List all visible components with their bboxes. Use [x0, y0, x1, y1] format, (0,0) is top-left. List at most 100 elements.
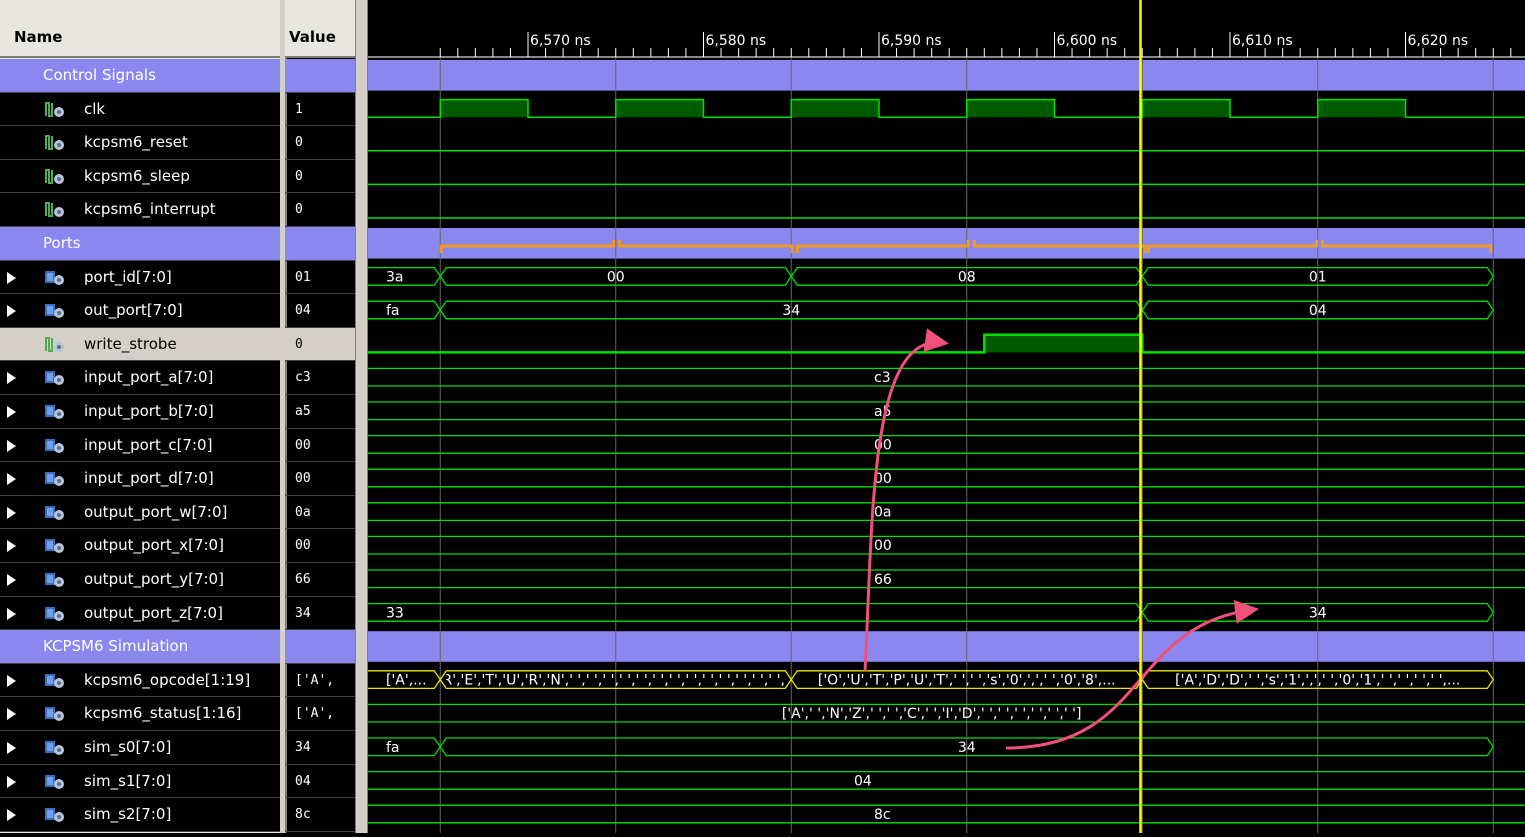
bus-signal-icon [44, 469, 66, 487]
logic-signal-icon [44, 167, 66, 185]
group-control-signals[interactable]: Control Signals [0, 59, 280, 92]
expand-arrow-icon[interactable] [7, 506, 16, 519]
value-column-header[interactable]: Value [285, 0, 355, 58]
value-cell-input-port-c-7-0: 00 [285, 429, 355, 462]
signal-row-output-port-w-7-0[interactable]: output_port_w[7:0] [0, 495, 280, 529]
value-cell-kcpsm6-simulation [285, 630, 355, 664]
column-splitter[interactable] [280, 0, 285, 833]
bus-value: 00 [874, 538, 892, 554]
time-label: 6,620 ns [1408, 33, 1469, 49]
expand-arrow-icon[interactable] [7, 809, 16, 822]
clk-high-fill [615, 99, 704, 118]
signal-row-kcpsm6-interrupt[interactable]: kcpsm6_interrupt [0, 193, 280, 227]
clk-high-fill [966, 99, 1055, 118]
waveform-panel[interactable]: 6,570 ns 6,580 ns 6,590 ns 6,600 ns 6,610 ns… [368, 0, 1525, 833]
row-divider [0, 293, 280, 295]
signal-value: 66 [295, 572, 311, 587]
annotation-arrow-to-strobe [863, 328, 949, 671]
expand-arrow-icon[interactable] [7, 271, 16, 284]
signal-value: 8c [295, 807, 311, 823]
signal-row-clk[interactable]: clk [0, 92, 280, 126]
signal-value: 0 [295, 135, 303, 151]
wave-group-bar [368, 60, 1525, 91]
signal-row-kcpsm6-status-1-16[interactable]: kcpsm6_status[1:16] [0, 697, 280, 731]
expand-arrow-icon[interactable] [7, 607, 16, 620]
expand-arrow-icon[interactable] [7, 406, 16, 418]
bus-signal-icon [44, 671, 66, 689]
row-divider [0, 158, 280, 160]
signal-row-output-port-y-7-0[interactable]: output_port_y[7:0] [0, 563, 280, 596]
value-cell-output-port-x-7-0: 00 [285, 529, 355, 562]
signal-row-output-port-z-7-0[interactable]: output_port_z[7:0] [0, 596, 280, 630]
value-cell-out-port-7-0: 04 [285, 294, 355, 327]
row-divider [285, 595, 355, 597]
signal-row-output-port-x-7-0[interactable]: output_port_x[7:0] [0, 529, 280, 563]
signal-value: 04 [295, 773, 311, 789]
signal-value: 0 [295, 336, 303, 352]
name-header-label: Name [14, 28, 63, 46]
signal-name: port_id[7:0] [84, 267, 172, 286]
bus-segment [439, 670, 793, 690]
signal-row-kcpsm6-reset[interactable]: kcpsm6_reset [0, 126, 280, 160]
signal-row-kcpsm6-sleep[interactable]: kcpsm6_sleep [0, 159, 280, 193]
expand-arrow-icon[interactable] [7, 708, 16, 721]
signal-row-port-id-7-0[interactable]: port_id[7:0] [0, 260, 280, 294]
bus-segment [439, 266, 793, 286]
signal-row-sim-s2-7-0[interactable]: sim_s2[7:0] [0, 798, 280, 832]
value-cell-kcpsm6-interrupt: 0 [285, 193, 355, 226]
group-kcpsm6-simulation[interactable]: KCPSM6 Simulation [0, 630, 280, 664]
expand-arrow-icon[interactable] [7, 775, 16, 788]
signal-name: KCPSM6 Simulation [43, 637, 189, 656]
wave-splitter[interactable] [355, 0, 368, 833]
wave-group-bar [368, 228, 1525, 259]
signal-name: output_port_w[7:0] [84, 502, 228, 521]
signal-row-input-port-c-7-0[interactable]: input_port_c[7:0] [0, 428, 280, 462]
row-divider [285, 158, 355, 160]
bus-value: 34 [782, 303, 800, 319]
bus-segment [368, 602, 1144, 622]
row-divider [285, 528, 355, 530]
signal-row-input-port-d-7-0[interactable]: input_port_d[7:0] [0, 462, 280, 496]
expand-arrow-icon[interactable] [7, 674, 16, 687]
time-label: 6,570 ns [530, 33, 591, 49]
waveform-canvas[interactable]: 6,570 ns 6,580 ns 6,590 ns 6,600 ns 6,610 ns… [368, 0, 1525, 833]
signal-row-out-port-7-0[interactable]: out_port[7:0] [0, 294, 280, 328]
signal-row-input-port-b-7-0[interactable]: input_port_b[7:0] [0, 395, 280, 428]
signal-row-sim-s1-7-0[interactable]: sim_s1[7:0] [0, 764, 280, 798]
row-divider [285, 494, 355, 496]
row-divider [0, 797, 280, 799]
row-divider [285, 326, 355, 328]
expand-arrow-icon[interactable] [7, 372, 16, 385]
row-divider [0, 562, 280, 563]
row-divider [0, 91, 280, 93]
signal-value: 00 [295, 471, 311, 487]
row-divider [285, 662, 355, 664]
value-cell-kcpsm6-status-1-16: ['A', [285, 697, 355, 730]
row-divider [0, 830, 280, 832]
row-divider [0, 259, 280, 261]
bus-segment [790, 670, 1144, 690]
bus-value: ['O','U','T','P','U','T',' ',' ','s','0'… [818, 673, 1116, 689]
name-column-header[interactable]: Name [0, 0, 280, 58]
expand-arrow-icon[interactable] [7, 439, 16, 452]
bus-value: ['R','E','T','U','R','N',' ',' ',' ',' '… [433, 673, 798, 689]
expand-arrow-icon[interactable] [7, 305, 16, 318]
bus-signal-icon [44, 536, 66, 554]
expand-arrow-icon[interactable] [7, 742, 16, 754]
bus-segment [439, 737, 1495, 757]
expand-arrow-icon[interactable] [7, 540, 16, 553]
expand-arrow-icon[interactable] [7, 473, 16, 486]
clk-high-fill [1142, 99, 1230, 118]
bus-segment [368, 737, 442, 757]
group-ports[interactable]: Ports [0, 227, 280, 260]
signal-name: kcpsm6_status[1:16] [84, 704, 242, 723]
row-divider [0, 696, 280, 698]
signal-row-kcpsm6-opcode-1-19[interactable]: kcpsm6_opcode[1:19] [0, 663, 280, 697]
row-divider [285, 360, 355, 362]
signal-row-sim-s0-7-0[interactable]: sim_s0[7:0] [0, 731, 280, 764]
row-divider [285, 562, 355, 563]
signal-row-input-port-a-7-0[interactable]: input_port_a[7:0] [0, 361, 280, 395]
expand-arrow-icon[interactable] [7, 574, 16, 586]
signal-row-write-strobe[interactable]: write_strobe [0, 327, 280, 361]
bus-value: 00 [874, 471, 892, 487]
